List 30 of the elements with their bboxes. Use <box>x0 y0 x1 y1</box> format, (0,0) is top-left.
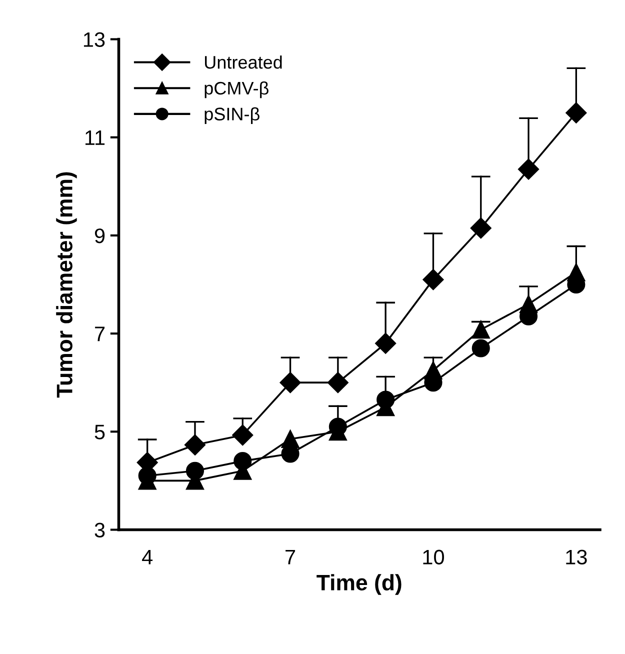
point <box>472 320 490 339</box>
point <box>375 332 396 354</box>
point <box>422 269 444 290</box>
x-tick-label: 10 <box>423 550 444 564</box>
point <box>327 372 348 394</box>
x-axis-title: Time (d) <box>316 574 402 595</box>
point <box>472 339 490 358</box>
point <box>518 158 540 180</box>
y-tick-label: 3 <box>94 522 105 538</box>
point <box>280 372 301 394</box>
point <box>281 430 300 448</box>
point <box>520 295 538 314</box>
point <box>232 424 254 446</box>
point <box>470 218 492 239</box>
y-tick-label: 5 <box>94 424 105 440</box>
y-tick-label: 13 <box>84 32 105 47</box>
point <box>184 434 206 456</box>
point <box>424 361 442 380</box>
y-tick-label: 7 <box>95 326 105 342</box>
legend-label: pCMV-β <box>204 81 268 98</box>
point <box>567 263 586 282</box>
legend-label: Untreated <box>205 55 282 69</box>
legend-label: pSIN-β <box>204 107 260 124</box>
y-tick-label: 9 <box>94 228 105 244</box>
x-tick-label: 13 <box>566 550 587 564</box>
y-axis-title: Tumor diameter (mm) <box>56 172 77 398</box>
x-tick-label: 7 <box>286 550 296 564</box>
x-tick-label: 4 <box>142 550 153 564</box>
point <box>566 102 587 124</box>
y-tick-label: 11 <box>86 130 105 145</box>
